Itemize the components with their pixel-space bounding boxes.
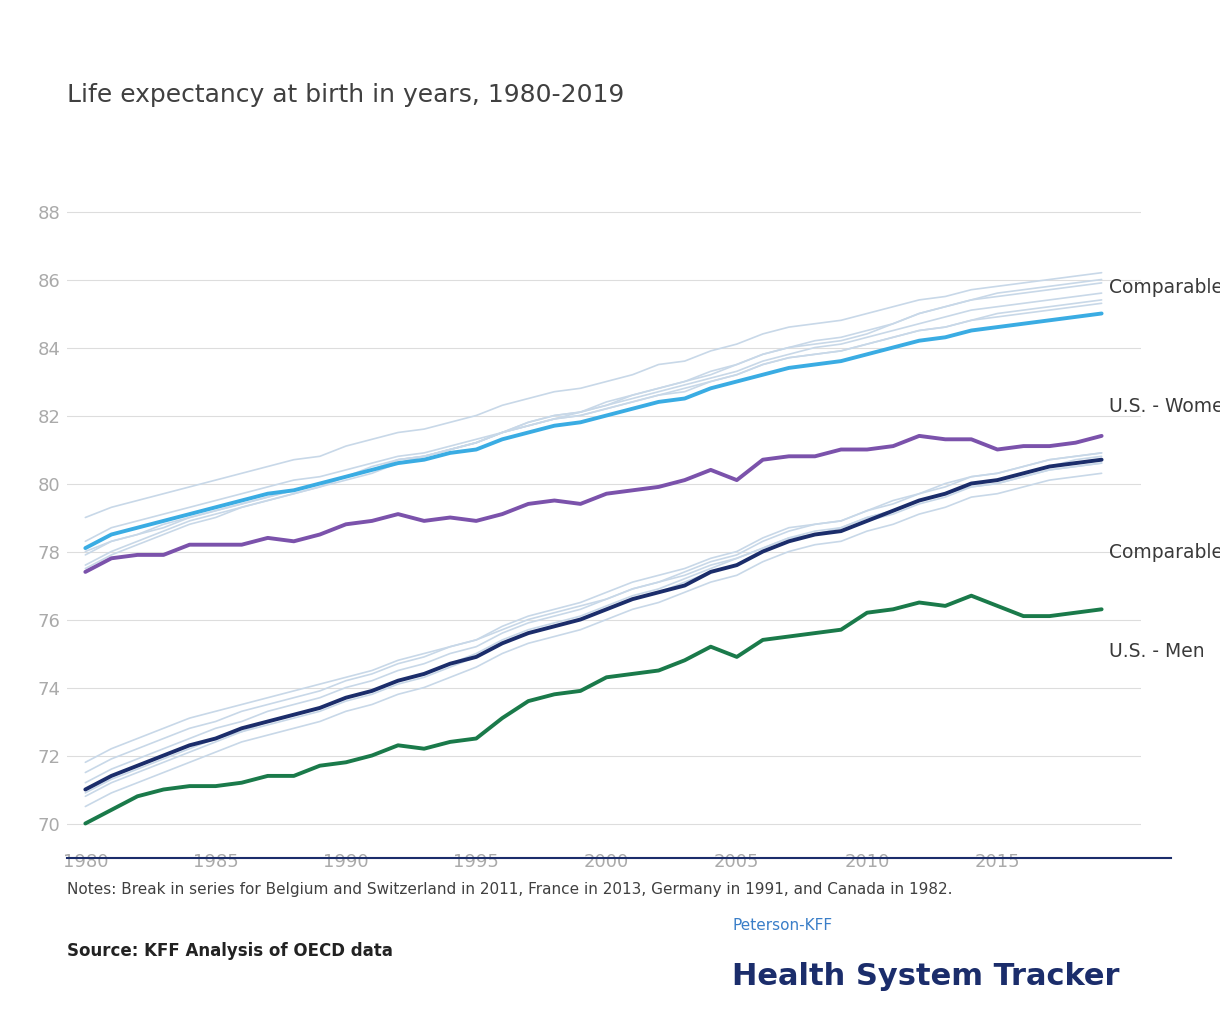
Text: Life expectancy at birth in years, 1980-2019: Life expectancy at birth in years, 1980-… bbox=[67, 83, 625, 107]
Text: Health System Tracker: Health System Tracker bbox=[732, 962, 1120, 990]
Text: Source: KFF Analysis of OECD data: Source: KFF Analysis of OECD data bbox=[67, 941, 393, 959]
Text: Comparable Country Average - Wom: Comparable Country Average - Wom bbox=[1109, 277, 1220, 297]
Text: Comparable Country Average - M: Comparable Country Average - M bbox=[1109, 542, 1220, 561]
Text: U.S. - Women: U.S. - Women bbox=[1109, 396, 1220, 416]
Text: U.S. - Men: U.S. - Men bbox=[1109, 641, 1205, 660]
Text: Peterson-KFF: Peterson-KFF bbox=[732, 917, 832, 932]
Text: Notes: Break in series for Belgium and Switzerland in 2011, France in 2013, Germ: Notes: Break in series for Belgium and S… bbox=[67, 881, 953, 896]
